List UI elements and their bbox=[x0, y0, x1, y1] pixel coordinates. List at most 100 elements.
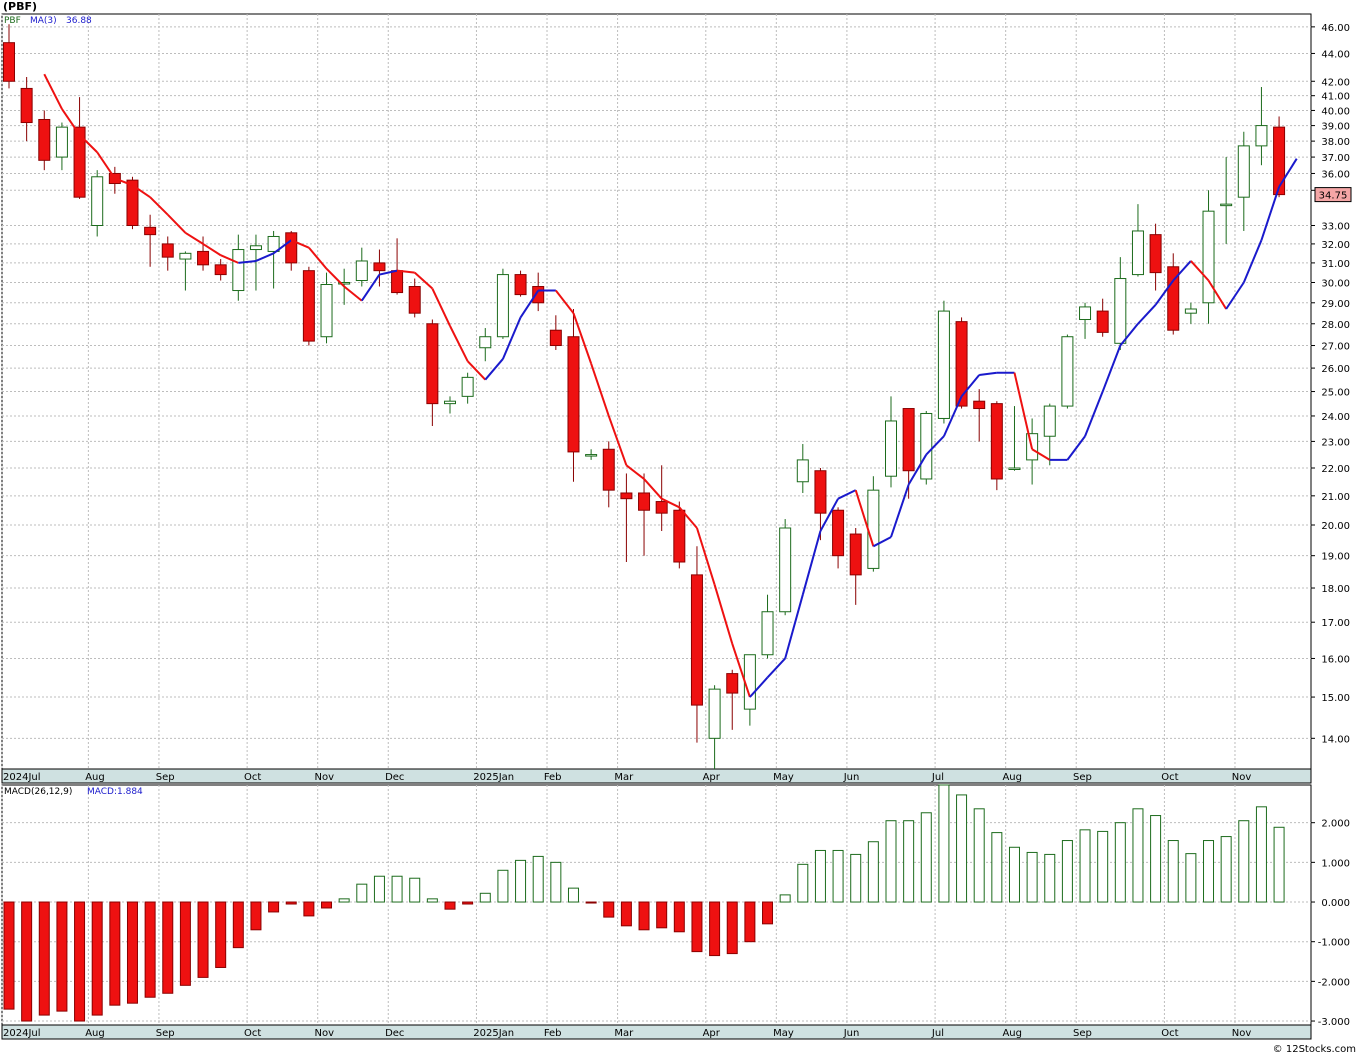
month-label: Jul bbox=[931, 1028, 944, 1039]
ma-segment bbox=[713, 584, 734, 644]
price-axis-label: 27.00 bbox=[1321, 342, 1350, 353]
macd-bar bbox=[1185, 853, 1197, 903]
candle-body bbox=[902, 408, 915, 472]
candle-body bbox=[708, 688, 721, 739]
price-axis-label: 23.00 bbox=[1321, 437, 1350, 448]
candle-body bbox=[990, 403, 1003, 480]
ma-segment bbox=[749, 676, 769, 698]
ma-segment bbox=[837, 489, 857, 500]
macd-bar bbox=[321, 901, 333, 909]
ma-segment bbox=[255, 252, 274, 262]
ma-segment bbox=[960, 374, 980, 397]
macd-bar bbox=[3, 901, 15, 1010]
ma-segment bbox=[890, 484, 910, 538]
price-axis-label: 15.00 bbox=[1321, 693, 1350, 704]
month-label: 2024Jul bbox=[3, 772, 41, 783]
macd-bar bbox=[797, 863, 809, 903]
macd-bar bbox=[409, 877, 421, 903]
price-axis-label: 46.00 bbox=[1321, 23, 1350, 34]
ma-segment bbox=[572, 312, 593, 364]
last-price-tag bbox=[1314, 187, 1352, 203]
macd-bar bbox=[426, 898, 438, 903]
candle-body bbox=[955, 321, 968, 407]
macd-bar bbox=[74, 901, 86, 1022]
price-axis-label: 44.00 bbox=[1321, 49, 1350, 60]
macd-bar bbox=[515, 859, 527, 903]
macd-bar bbox=[1150, 815, 1162, 903]
candle-body bbox=[549, 329, 562, 347]
macd-bar bbox=[1114, 822, 1126, 903]
ma-segment bbox=[1084, 391, 1104, 437]
price-axis-label: 17.00 bbox=[1321, 618, 1350, 629]
macd-bar bbox=[38, 901, 50, 1016]
ma-segment bbox=[678, 506, 698, 529]
ma-segment bbox=[1119, 323, 1139, 347]
ma-segment bbox=[607, 415, 628, 466]
ma-segment bbox=[202, 243, 222, 257]
macd-axis-label: 2.000 bbox=[1321, 819, 1350, 830]
candle-body bbox=[391, 270, 404, 294]
ma-segment bbox=[449, 325, 469, 362]
ma-segment bbox=[414, 271, 434, 290]
macd-bar bbox=[1097, 830, 1109, 903]
macd-bar bbox=[21, 901, 33, 1022]
macd-bar bbox=[373, 875, 385, 903]
price-date-axis bbox=[1, 768, 1312, 784]
candle-body bbox=[690, 574, 703, 706]
month-label: Oct bbox=[1161, 772, 1178, 783]
ma-segment bbox=[1031, 448, 1051, 461]
month-label: Nov bbox=[1232, 1028, 1252, 1039]
macd-bar bbox=[656, 901, 668, 929]
ma-segment bbox=[872, 536, 892, 548]
candle-body bbox=[3, 42, 15, 82]
month-label: Oct bbox=[244, 1028, 261, 1039]
macd-bar bbox=[1220, 836, 1232, 903]
candle-body bbox=[849, 533, 862, 576]
price-panel bbox=[1, 13, 1312, 770]
candle-body bbox=[832, 509, 845, 557]
macd-bar bbox=[1255, 806, 1267, 903]
candle-body bbox=[479, 336, 492, 349]
price-axis-label: 16.00 bbox=[1321, 654, 1350, 665]
month-label: Dec bbox=[385, 1028, 404, 1039]
macd-bar bbox=[620, 901, 632, 927]
candle-body bbox=[726, 673, 739, 694]
ma-segment bbox=[643, 478, 663, 500]
ma-segment bbox=[325, 268, 345, 288]
month-label: Nov bbox=[315, 772, 335, 783]
price-axis-label: 38.00 bbox=[1321, 137, 1350, 148]
copyright: © 12Stocks.com bbox=[1272, 1044, 1356, 1055]
candle-body bbox=[126, 179, 139, 227]
candle-body bbox=[320, 284, 333, 338]
candle-body bbox=[620, 492, 633, 500]
macd-bar bbox=[744, 901, 756, 943]
candle-body bbox=[179, 252, 192, 260]
candle-body bbox=[532, 286, 545, 304]
month-label: 2024Jul bbox=[3, 1028, 41, 1039]
macd-bar bbox=[726, 901, 738, 955]
candle-body bbox=[1061, 336, 1074, 407]
candle-body bbox=[867, 489, 880, 569]
candle-body bbox=[1043, 405, 1056, 437]
ma-segment bbox=[555, 289, 575, 314]
candle-body bbox=[814, 470, 827, 514]
macd-bar bbox=[91, 901, 103, 1016]
ma-segment bbox=[114, 177, 133, 187]
candle-body bbox=[673, 509, 686, 563]
ma-segment bbox=[1190, 260, 1210, 282]
ma-segment bbox=[501, 317, 522, 360]
price-axis-label: 21.00 bbox=[1321, 492, 1350, 503]
macd-bar bbox=[56, 901, 68, 1012]
candle-body bbox=[408, 286, 421, 314]
month-label: Oct bbox=[1161, 1028, 1178, 1039]
candle-body bbox=[1202, 210, 1215, 304]
candle-body bbox=[38, 118, 51, 161]
candle-body bbox=[885, 420, 897, 477]
month-label: Sep bbox=[1073, 772, 1092, 783]
candle-body bbox=[232, 249, 245, 292]
month-label: Aug bbox=[1002, 1028, 1022, 1039]
candle-body bbox=[197, 250, 210, 266]
ma-segment bbox=[96, 151, 116, 180]
candle-body bbox=[426, 323, 439, 405]
